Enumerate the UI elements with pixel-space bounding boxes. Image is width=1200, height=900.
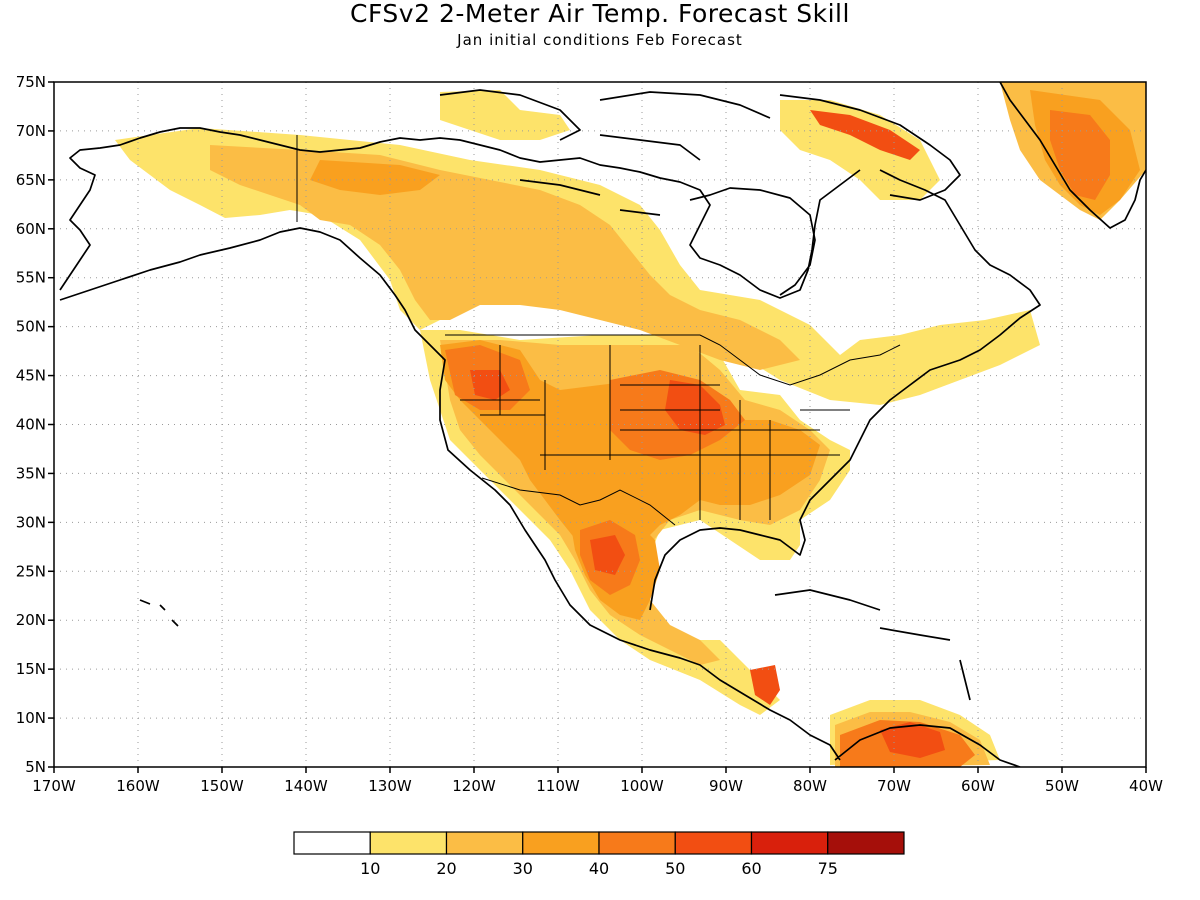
skill-shading — [115, 82, 1146, 767]
lon-tick-label: 100W — [620, 777, 664, 795]
colorbar-box — [369, 831, 448, 855]
coastlines — [59, 82, 1146, 767]
colorbar-level-label: 40 — [589, 859, 609, 878]
lat-tick-label: 65N — [16, 171, 46, 189]
north-america-coastline — [59, 127, 1041, 767]
lon-tick-label: 140W — [284, 777, 328, 795]
lat-tick-label: 15N — [16, 660, 46, 678]
lon-tick-label: 70W — [877, 777, 911, 795]
latitude-axis: 75N 70N 65N 60N 55N 50N 45N 40N 35N 30N 25N 20N 15N 1… — [16, 73, 54, 776]
lat-tick-label: 30N — [16, 513, 46, 531]
greenland-coastline — [999, 82, 1146, 229]
lat-lon-gridlines — [54, 82, 1146, 767]
colorbar-box — [445, 831, 524, 855]
lon-tick-label: 170W — [32, 777, 76, 795]
us-canada-border — [445, 334, 901, 386]
lat-tick-label: 45N — [16, 367, 46, 385]
skill-band-20-30-canada — [210, 145, 800, 370]
lat-tick-label: 5N — [25, 758, 46, 776]
lon-tick-label: 120W — [452, 777, 496, 795]
map-subtitle: Jan initial conditions Feb Forecast — [456, 31, 743, 49]
lat-tick-label: 10N — [16, 709, 46, 727]
colorbar-level-label: 20 — [436, 859, 456, 878]
skill-band-30-40-canada-north — [310, 160, 440, 195]
colorbar-level-label: 50 — [665, 859, 685, 878]
lat-tick-label: 75N — [16, 73, 46, 91]
lat-tick-label: 25N — [16, 562, 46, 580]
colorbar-level-label: 60 — [741, 859, 761, 878]
map-title: CFSv2 2-Meter Air Temp. Forecast Skill — [350, 0, 850, 28]
colorbar-level-label: 75 — [818, 859, 838, 878]
political-borders — [296, 135, 901, 526]
us-state-lines — [460, 345, 850, 520]
lon-tick-label: 150W — [200, 777, 244, 795]
lon-tick-label: 90W — [709, 777, 743, 795]
colorbar-box — [674, 831, 753, 855]
lat-tick-label: 50N — [16, 318, 46, 336]
lat-tick-label: 20N — [16, 611, 46, 629]
lon-tick-label: 50W — [1045, 777, 1079, 795]
lat-tick-label: 55N — [16, 269, 46, 287]
skill-band-50-60-central-america — [750, 665, 780, 705]
lat-tick-label: 60N — [16, 220, 46, 238]
skill-band-30-40-west — [440, 340, 820, 565]
caribbean-coastline — [774, 589, 971, 701]
lon-tick-label: 110W — [536, 777, 580, 795]
lat-tick-label: 70N — [16, 122, 46, 140]
arctic-islands-coastline — [439, 89, 961, 216]
skill-colorbar: 10 20 30 40 50 60 75 — [293, 831, 905, 878]
lat-tick-label: 35N — [16, 464, 46, 482]
us-mexico-border — [481, 477, 676, 526]
colorbar-box — [293, 831, 371, 855]
colorbar-box — [522, 831, 600, 855]
plot-area — [54, 82, 1146, 767]
colorbar-box — [827, 831, 905, 855]
lon-tick-label: 160W — [116, 777, 160, 795]
hudson-bay-coastline — [689, 187, 816, 296]
lon-tick-label: 60W — [961, 777, 995, 795]
colorbar-level-label: 30 — [513, 859, 533, 878]
lon-tick-label: 80W — [793, 777, 827, 795]
colorbar-box — [598, 831, 676, 855]
skill-band-50-60-mexico — [590, 535, 625, 575]
skill-band-50-60-great-lakes — [665, 380, 725, 435]
skill-band-10-20-arctic-islands — [440, 90, 570, 140]
lon-tick-label: 40W — [1129, 777, 1163, 795]
longitude-axis: 170W 160W 150W 140W 130W 120W 110W 100W 90W 80W 70… — [32, 767, 1163, 795]
colorbar-box — [750, 831, 829, 855]
lat-tick-label: 40N — [16, 416, 46, 434]
hawaii-coastline — [139, 599, 179, 627]
skill-band-50-60-greenland-coast — [810, 110, 920, 160]
skill-band-50-60-south-america — [880, 722, 945, 758]
skill-band-40-50-greenland — [1050, 110, 1110, 200]
colorbar-level-label: 10 — [360, 859, 380, 878]
lon-tick-label: 130W — [368, 777, 412, 795]
